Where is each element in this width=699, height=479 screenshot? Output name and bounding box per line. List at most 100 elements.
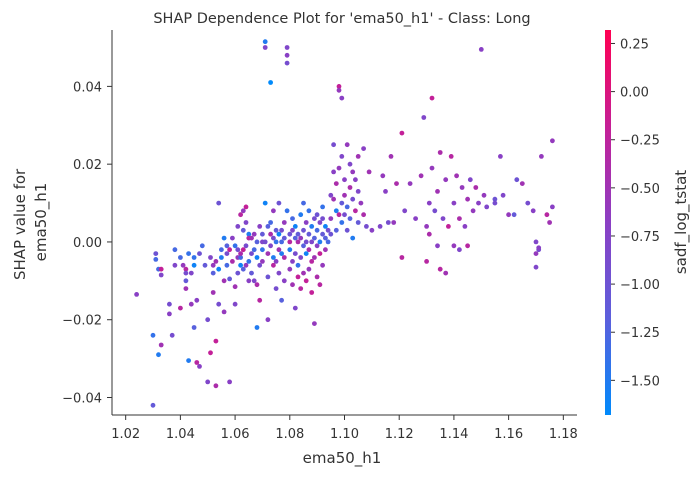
data-point [232, 301, 238, 307]
y-tick-label: 0.04 [73, 80, 102, 95]
data-point [251, 231, 257, 237]
data-point [437, 266, 443, 272]
data-point [399, 255, 405, 260]
data-point [213, 338, 219, 344]
y-ticks: −0.04 −0.02 0.00 0.02 0.04 [62, 80, 112, 407]
colorbar [605, 30, 611, 415]
data-point [312, 216, 317, 222]
y-tick-label: −0.04 [62, 392, 102, 407]
data-point [339, 220, 345, 225]
data-point [191, 262, 197, 268]
data-point [388, 154, 394, 159]
data-point [312, 235, 317, 241]
colorbar-tick-label: −1.50 [620, 374, 660, 389]
data-point [320, 231, 325, 237]
data-point [298, 286, 304, 291]
data-point [347, 185, 353, 190]
data-point [550, 138, 555, 144]
data-point [227, 276, 233, 282]
data-point [208, 350, 213, 356]
data-point [240, 266, 246, 272]
data-point [265, 274, 271, 280]
data-point [224, 251, 230, 256]
data-point [435, 243, 440, 249]
colorbar-tick-label: −0.75 [620, 230, 660, 245]
x-tick-label: 1.18 [549, 427, 578, 442]
data-point [429, 165, 435, 171]
data-point [519, 181, 525, 187]
y-axis-label-line-2: ema50_h1 [32, 183, 51, 262]
data-point [481, 192, 487, 198]
data-point [339, 154, 345, 159]
data-point [511, 212, 517, 218]
data-point [251, 247, 257, 253]
data-point [172, 262, 178, 268]
data-point [317, 251, 323, 256]
data-point [230, 259, 235, 264]
data-point [287, 247, 293, 253]
data-point [317, 220, 323, 225]
data-point [246, 278, 252, 284]
data-point [306, 247, 312, 253]
data-point [303, 278, 309, 284]
data-point [344, 204, 350, 210]
data-point [150, 332, 156, 338]
data-point [281, 220, 287, 225]
data-point [377, 224, 383, 229]
data-point [295, 231, 301, 237]
data-point [268, 231, 273, 237]
data-point [339, 200, 345, 206]
data-point [167, 301, 172, 307]
data-point [197, 251, 202, 256]
data-point [344, 227, 350, 233]
data-point [525, 200, 531, 206]
data-point [459, 185, 465, 190]
x-tick-label: 1.02 [111, 427, 140, 442]
x-tick-label: 1.12 [385, 427, 414, 442]
data-point [544, 212, 550, 218]
data-point [331, 196, 336, 202]
data-point [284, 45, 290, 50]
data-point [271, 255, 276, 260]
x-tick-label: 1.14 [439, 427, 468, 442]
data-point [153, 257, 159, 262]
data-point [462, 224, 468, 229]
data-point [262, 239, 268, 245]
data-point [210, 290, 216, 295]
data-point [281, 235, 287, 241]
data-point [292, 251, 298, 256]
data-point [336, 212, 342, 218]
data-point [262, 200, 268, 206]
data-point [227, 247, 233, 253]
data-point [426, 231, 432, 237]
data-point [254, 282, 260, 288]
x-tick-label: 1.10 [330, 427, 359, 442]
data-point [333, 227, 339, 233]
data-point [262, 39, 268, 45]
data-point [533, 251, 539, 256]
data-point [235, 224, 241, 229]
data-point [350, 235, 356, 241]
data-point [194, 360, 200, 365]
data-point [306, 208, 312, 214]
data-point [333, 208, 339, 214]
data-point [216, 301, 222, 307]
data-point [426, 200, 432, 206]
data-point [353, 208, 358, 214]
data-point [254, 239, 260, 245]
data-point [323, 224, 328, 229]
colorbar-tick-label: −0.50 [620, 182, 660, 197]
data-point [284, 208, 290, 214]
colorbar-ticks: 0.25 0.00 −0.25 −0.50 −0.75 −1.00 −1.25 −1.50 [611, 37, 660, 389]
data-point [238, 262, 244, 268]
data-point [183, 286, 189, 291]
data-point [350, 169, 356, 175]
data-point [238, 212, 244, 218]
data-point [287, 239, 293, 245]
data-point [446, 224, 451, 229]
data-point [320, 216, 325, 222]
data-point [292, 235, 298, 241]
data-point [303, 239, 309, 245]
data-point [342, 192, 347, 198]
data-point [235, 247, 241, 253]
